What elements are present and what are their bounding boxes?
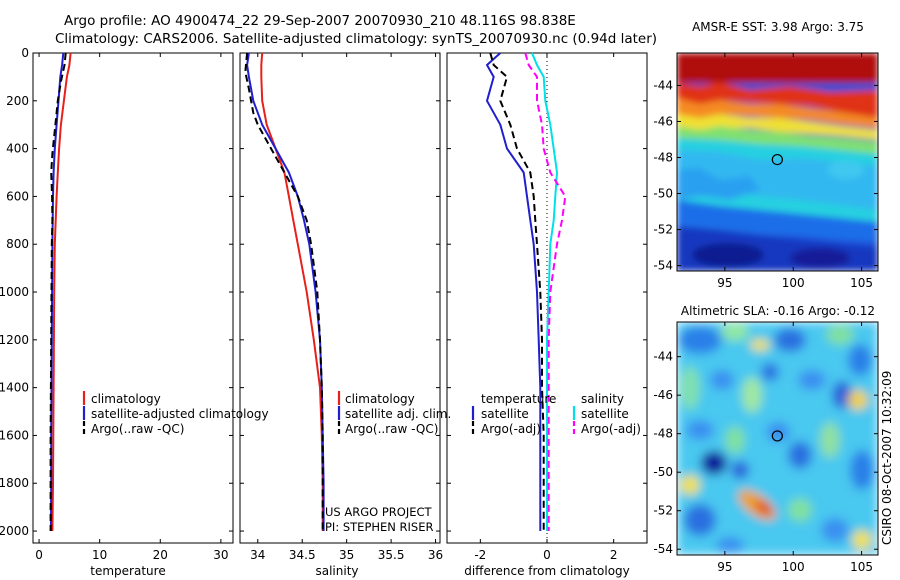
y-tick-label: 1200 — [0, 333, 29, 347]
legend-label-satellite: satellite-adjusted climatology — [91, 407, 269, 421]
x-tick-label: 0 — [543, 548, 551, 562]
map-y-tick-label: -48 — [653, 150, 673, 164]
difference-panel: -2 0 2 difference from climatology tempera… — [446, 52, 648, 578]
x-tick-label: -2 — [474, 548, 486, 562]
series-salinity-argo-adj — [524, 52, 567, 531]
x-tick-label: 35.5 — [378, 548, 405, 562]
difference-xlabel: difference from climatology — [464, 564, 630, 578]
sla-heatmap — [677, 322, 878, 555]
legend-header-temperature: temperature — [481, 392, 556, 406]
figure-title-line1: Argo profile: AO 4900474_22 29-Sep-2007 … — [64, 13, 576, 29]
y-tick-label: 1800 — [0, 476, 29, 490]
salinity-legend: climatology satellite adj. clim. Argo(..… — [337, 391, 451, 436]
pi-label: PI: STEPHEN RISER — [325, 520, 434, 534]
series-salinity-satellite — [531, 52, 558, 531]
legend-header-salinity: salinity — [581, 392, 624, 406]
salinity-panel: 34 34.5 35 35.5 36 salinity climatology sate… — [239, 52, 451, 578]
series-climatology — [260, 52, 324, 531]
y-tick-label: 2000 — [0, 524, 29, 538]
legend-label-sal-satellite: satellite — [581, 407, 629, 421]
map-y-tick-label: -46 — [653, 114, 673, 128]
sla-map-ticks: 95 100 105 -44 -46 -48 -50 -52 -54 — [653, 322, 878, 574]
salinity-lines — [244, 52, 325, 531]
map-y-tick-label: -48 — [653, 427, 673, 441]
map-y-tick-label: -54 — [653, 259, 673, 273]
argo-position-marker — [771, 153, 783, 166]
y-tick-label: 400 — [6, 142, 29, 156]
salinity-xlabel: salinity — [315, 564, 358, 578]
map-y-tick-label: -44 — [653, 350, 673, 364]
sla-map-frame — [676, 321, 879, 556]
project-label: US ARGO PROJECT — [325, 505, 433, 519]
series-argo-raw-qc — [244, 52, 324, 531]
temperature-axes-box — [32, 52, 234, 544]
map-y-tick-label: -52 — [653, 504, 673, 518]
y-tick-label: 600 — [6, 189, 29, 203]
map-y-tick-label: -52 — [653, 223, 673, 237]
x-tick-label: 10 — [92, 548, 107, 562]
y-tick-label: 1000 — [0, 285, 29, 299]
map-x-tick-label: 95 — [717, 560, 732, 574]
series-satellite-adj-clim — [246, 52, 325, 531]
difference-ticks: -2 0 2 — [447, 52, 647, 562]
x-tick-label: 20 — [153, 548, 168, 562]
map-y-tick-label: -50 — [653, 187, 673, 201]
x-tick-label: 2 — [610, 548, 618, 562]
series-temperature-satellite — [486, 52, 542, 531]
map-x-tick-label: 100 — [782, 276, 805, 290]
legend-label-temp-satellite: satellite — [481, 407, 529, 421]
map-y-tick-label: -44 — [653, 78, 673, 92]
y-tick-label: 1400 — [0, 381, 29, 395]
credit-stamp: CSIRO 08-Oct-2007 10:32:09 — [880, 371, 894, 545]
sla-map-title: Altimetric SLA: -0.16 Argo: -0.12 — [681, 304, 875, 318]
salinity-ticks: 34 34.5 35 35.5 36 — [240, 52, 443, 562]
map-y-tick-label: -54 — [653, 542, 673, 556]
series-temperature-argo-adj — [489, 52, 545, 531]
sla-map-panel: Altimetric SLA: -0.16 Argo: -0.12 — [653, 304, 879, 574]
y-tick-label: 1600 — [0, 428, 29, 442]
salinity-axes-box — [239, 52, 441, 544]
map-y-tick-label: -46 — [653, 388, 673, 402]
legend-label-sal-argo: Argo(-adj) — [581, 422, 641, 436]
x-tick-label: 36 — [428, 548, 443, 562]
series-argo-raw-qc — [49, 52, 67, 531]
y-tick-label: 200 — [6, 94, 29, 108]
sst-map-ticks: 95 100 105 -44 -46 -48 -50 -52 -54 — [653, 53, 878, 290]
y-tick-label: 0 — [21, 46, 29, 60]
x-tick-label: 35 — [339, 548, 354, 562]
x-tick-label: 0 — [35, 548, 43, 562]
argo-position-marker — [771, 430, 783, 442]
x-tick-label: 34 — [250, 548, 265, 562]
series-climatology — [51, 52, 72, 532]
map-y-tick-label: -50 — [653, 465, 673, 479]
temperature-lines — [49, 52, 72, 532]
temperature-ticks: 0 10 20 30 0 200 400 600 800 1000 1200 1400 1600 1800… — [0, 46, 233, 562]
legend-label-climatology: climatology — [91, 392, 161, 406]
map-x-tick-label: 95 — [717, 276, 732, 290]
figure-title-line2: Climatology: CARS2006. Satellite-adjuste… — [55, 31, 657, 47]
sst-map-frame — [676, 52, 879, 272]
legend-label-climatology: climatology — [345, 392, 415, 406]
difference-lines — [486, 52, 567, 531]
difference-legend: temperature satellite Argo(-adj) salinit… — [471, 392, 641, 436]
map-x-tick-label: 105 — [850, 560, 873, 574]
legend-label-argo: Argo(..raw -QC) — [345, 422, 438, 436]
legend-label-temp-argo: Argo(-adj) — [481, 422, 541, 436]
map-x-tick-label: 100 — [782, 560, 805, 574]
sst-map-panel: AMSR-E SST: 3.98 Argo: 3.75 95 100 105 -44 -… — [653, 20, 879, 290]
y-tick-label: 800 — [6, 237, 29, 251]
legend-label-argo: Argo(..raw -QC) — [91, 422, 184, 436]
x-tick-label: 34.5 — [289, 548, 316, 562]
legend-label-satellite: satellite adj. clim. — [345, 407, 451, 421]
temperature-panel: 0 10 20 30 0 200 400 600 800 1000 1200 1400 1600 1800… — [0, 46, 269, 578]
map-x-tick-label: 105 — [850, 276, 873, 290]
x-tick-label: 30 — [213, 548, 228, 562]
sst-map-title: AMSR-E SST: 3.98 Argo: 3.75 — [692, 20, 864, 34]
temperature-legend: climatology satellite-adjusted climatolo… — [82, 391, 269, 436]
sst-heatmap — [677, 53, 878, 271]
temperature-xlabel: temperature — [90, 564, 165, 578]
